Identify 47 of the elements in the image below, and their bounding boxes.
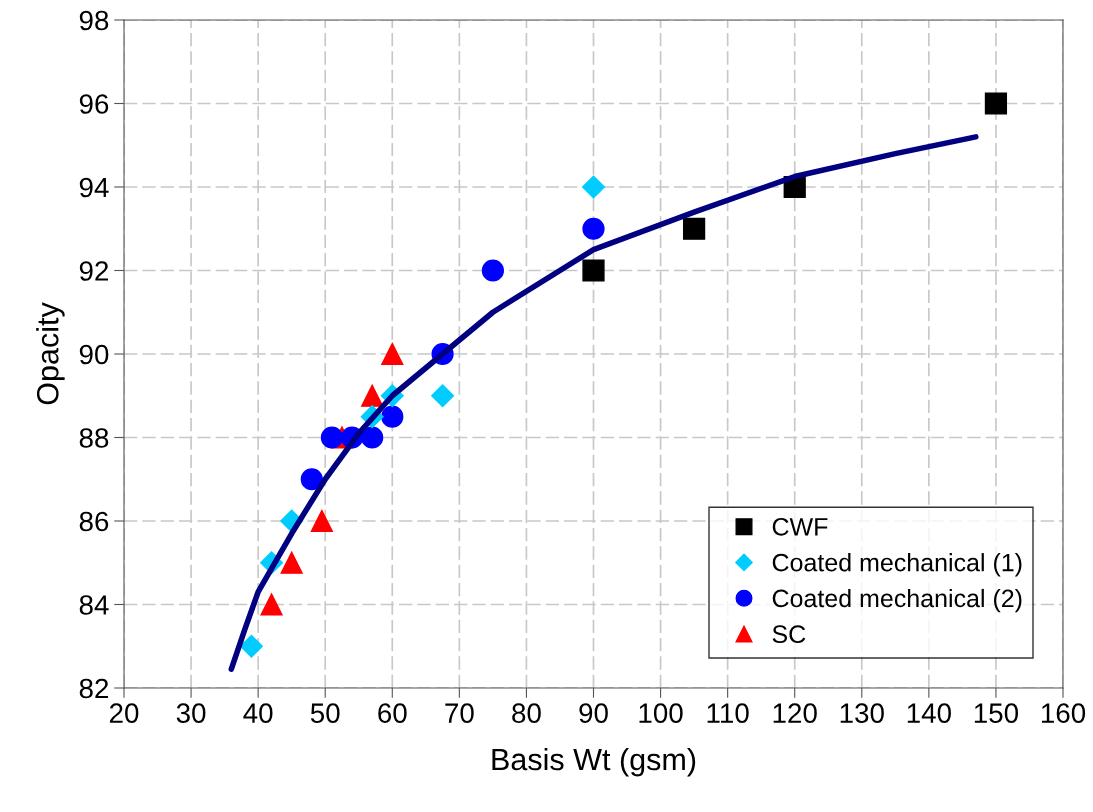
x-tick-label: 90 <box>579 703 608 723</box>
x-tick-label: 150 <box>974 703 1019 723</box>
point <box>984 92 1008 115</box>
point <box>381 405 404 428</box>
y-tick-label: 92 <box>79 261 109 281</box>
y-tick-label: 96 <box>79 94 109 114</box>
x-tick-label: 160 <box>1041 703 1086 723</box>
x-tick-label: 70 <box>445 703 474 723</box>
point <box>361 426 384 449</box>
point <box>582 259 605 282</box>
y-tick-label: 82 <box>79 678 109 699</box>
x-tick-label: 120 <box>773 703 817 723</box>
y-tick-label: 98 <box>79 10 109 31</box>
legend-label: CWF <box>772 517 828 536</box>
x-tick-label: 80 <box>512 703 541 723</box>
legend-label: SC <box>772 625 806 644</box>
point <box>682 217 706 240</box>
x-tick-label: 110 <box>707 703 749 723</box>
point <box>431 384 455 408</box>
point <box>260 593 283 616</box>
point <box>361 384 384 407</box>
y-axis-title: Opacity <box>36 302 65 405</box>
point <box>481 259 505 282</box>
point <box>320 426 344 449</box>
x-tick-label: 50 <box>310 703 340 723</box>
point <box>582 217 605 240</box>
x-tick-label: 100 <box>639 703 683 723</box>
y-tick-label: 86 <box>79 511 109 532</box>
x-axis-title: Basis Wt (gsm) <box>492 747 696 777</box>
x-tick-label: 40 <box>243 703 273 723</box>
point <box>310 509 333 533</box>
x-tick-label: 140 <box>907 703 951 723</box>
y-tick-label: 94 <box>79 177 109 198</box>
y-tick-label: 88 <box>79 428 109 448</box>
y-tick-label: 84 <box>79 595 109 615</box>
x-tick-label: 130 <box>840 703 884 723</box>
legend-label: Coated mechanical (2) <box>772 588 1022 613</box>
point <box>300 468 323 491</box>
y-tick-label: 90 <box>79 344 109 365</box>
point <box>280 551 303 574</box>
x-tick-label: 20 <box>109 703 139 723</box>
legend-label: Coated mechanical (1) <box>772 553 1022 577</box>
x-tick-label: 60 <box>378 703 407 723</box>
point <box>239 634 263 658</box>
point <box>582 175 605 199</box>
point <box>381 342 404 366</box>
x-tick-label: 30 <box>176 703 206 723</box>
